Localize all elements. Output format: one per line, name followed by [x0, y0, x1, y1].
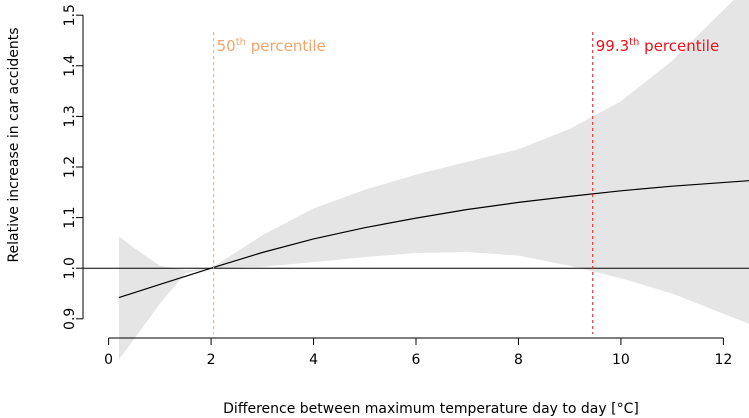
y-tick-label: 1.1 [62, 206, 78, 228]
confidence-band-layer [118, 0, 749, 360]
percentile-label: 50th percentile [217, 37, 326, 55]
y-tick-label: 1.3 [62, 105, 78, 127]
x-tick-label: 6 [412, 352, 421, 368]
x-tick-label: 4 [309, 352, 318, 368]
x-tick-label: 8 [514, 352, 523, 368]
x-tick-label: 12 [714, 352, 732, 368]
axis-layer: 0.9 1.0 1.1 1.2 1.3 1.4 1.5 0 2 4 6 8 10 12 [62, 4, 749, 368]
y-tick-label: 1.5 [62, 4, 78, 26]
y-tick-label: 1.0 [62, 257, 78, 279]
confidence-band [118, 0, 749, 360]
x-tick-label: 10 [612, 352, 630, 368]
y-tick-label: 1.2 [62, 156, 78, 178]
y-tick-label: 0.9 [62, 308, 78, 330]
y-axis-label: Relative increase in car accidents [6, 27, 22, 262]
percentile-label: 99.3th percentile [596, 37, 719, 55]
annotation-layer: 50th percentile 99.3th percentile [213, 32, 719, 334]
x-axis-label: Difference between maximum temperature d… [223, 401, 639, 417]
y-tick-label: 1.4 [62, 55, 78, 77]
x-tick-label: 2 [207, 352, 216, 368]
x-tick-label: 0 [104, 352, 113, 368]
